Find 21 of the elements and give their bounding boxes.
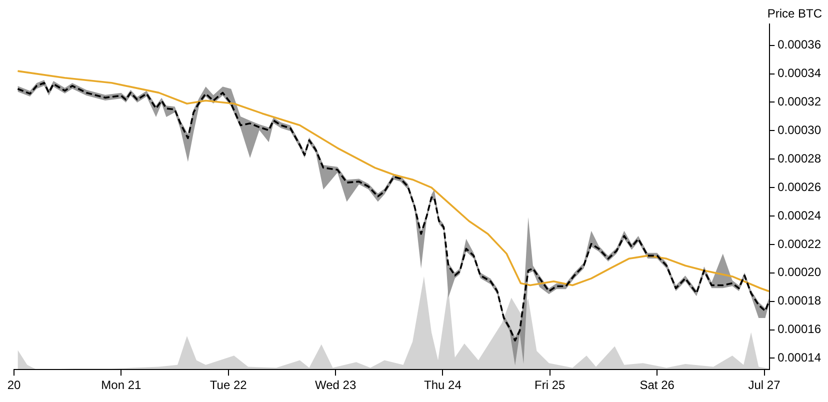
y-tick-label: 0.00018 [778, 294, 822, 308]
y-tick-label: 0.00034 [778, 66, 822, 80]
x-tick-label: 20 [7, 378, 21, 392]
x-tick-label: Tue 22 [210, 378, 248, 392]
y-tick-label: 0.00016 [778, 322, 822, 336]
x-tick-label: Jul 27 [748, 378, 781, 392]
y-tick-label: 0.00020 [778, 265, 822, 280]
y-tick-label: 0.00022 [778, 236, 822, 251]
y-axis-title: Price BTC [767, 6, 822, 20]
y-tick-label: 0.00030 [778, 122, 822, 137]
y-tick-label: 0.00028 [778, 151, 822, 166]
y-tick-label: 0.00026 [778, 180, 822, 194]
x-tick-label: Sat 26 [640, 378, 675, 392]
x-tick-label: Fri 25 [534, 378, 566, 392]
y-tick-label: 0.00024 [778, 208, 822, 222]
x-tick-label: Thu 24 [424, 378, 462, 392]
y-tick-label: 0.00014 [778, 350, 822, 365]
x-tick-label: Wed 23 [314, 378, 356, 392]
y-tick-label: 0.00036 [778, 38, 822, 52]
x-tick-label: Mon 21 [101, 378, 142, 392]
y-tick-label: 0.00032 [778, 94, 822, 109]
